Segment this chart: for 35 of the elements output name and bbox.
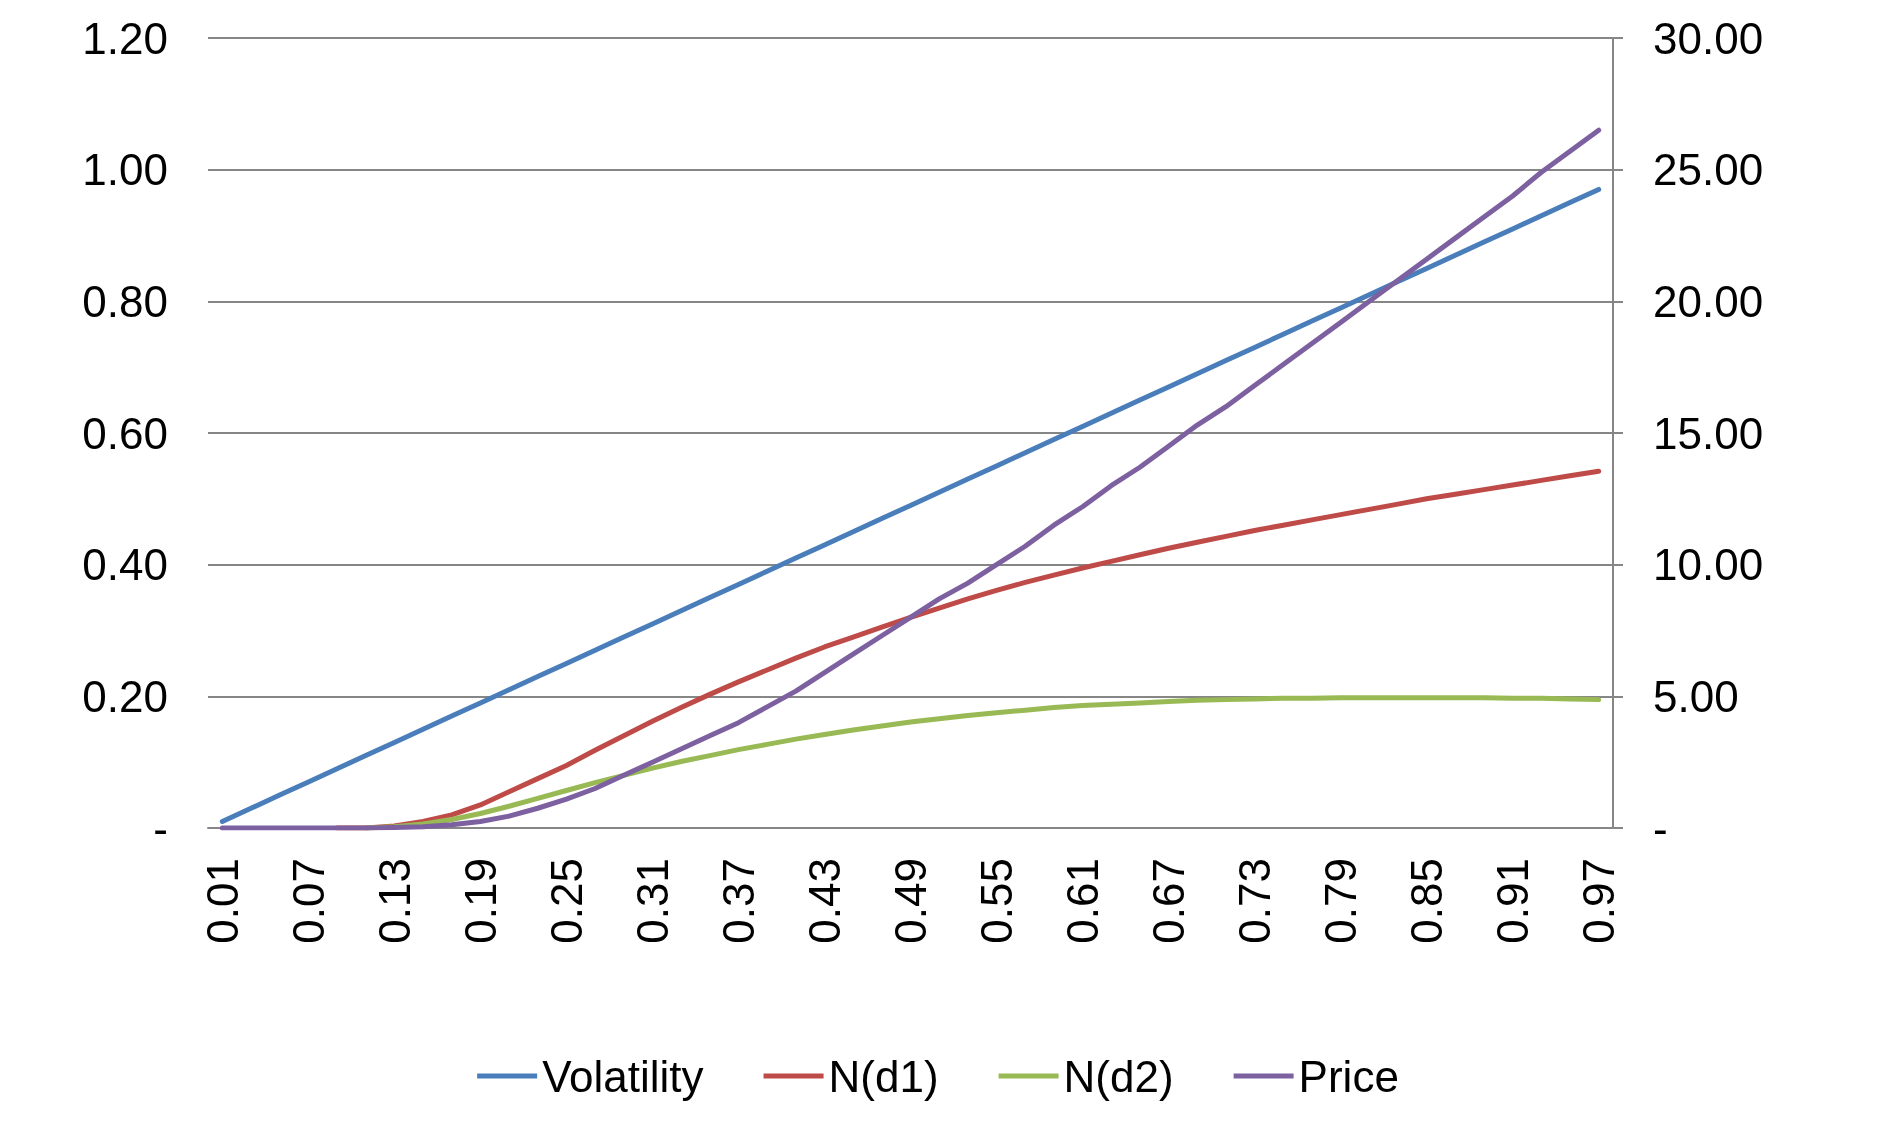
legend-label: Volatility xyxy=(542,1051,704,1101)
x-tick-label: 0.01 xyxy=(197,858,247,944)
y-tick-label: 0.60 xyxy=(82,408,168,458)
y2-tick-label: 10.00 xyxy=(1653,540,1764,590)
y-tick-label: - xyxy=(153,803,168,853)
x-tick-label: 0.61 xyxy=(1058,858,1108,944)
y-tick-label: 1.00 xyxy=(82,145,168,195)
y-tick-label: 0.80 xyxy=(82,276,168,326)
y2-tick-label: 15.00 xyxy=(1653,408,1764,458)
x-tick-label: 0.79 xyxy=(1316,858,1366,944)
y2-tick-label: 20.00 xyxy=(1653,276,1764,326)
y2-tick-label: 5.00 xyxy=(1653,671,1739,721)
x-tick-label: 0.91 xyxy=(1488,858,1538,944)
x-tick-label: 0.25 xyxy=(541,858,591,944)
legend-label: N(d2) xyxy=(1063,1051,1174,1101)
x-tick-label: 0.19 xyxy=(455,858,505,944)
y-tick-label: 0.40 xyxy=(82,540,168,590)
legend-label: Price xyxy=(1298,1051,1399,1101)
x-tick-label: 0.37 xyxy=(713,858,763,944)
x-tick-label: 0.07 xyxy=(283,858,333,944)
legend-label: N(d1) xyxy=(828,1051,939,1101)
y-tick-label: 0.20 xyxy=(82,671,168,721)
y-tick-label: 1.20 xyxy=(82,13,168,63)
x-tick-label: 0.31 xyxy=(627,858,677,944)
x-tick-label: 0.85 xyxy=(1402,858,1452,944)
x-tick-label: 0.73 xyxy=(1230,858,1280,944)
x-tick-label: 0.97 xyxy=(1574,858,1624,944)
x-tick-label: 0.55 xyxy=(972,858,1022,944)
x-tick-label: 0.13 xyxy=(369,858,419,944)
y2-tick-label: 30.00 xyxy=(1653,13,1764,63)
x-tick-label: 0.49 xyxy=(886,858,935,944)
x-tick-label: 0.67 xyxy=(1144,858,1194,944)
y2-tick-label: - xyxy=(1653,803,1668,853)
x-tick-label: 0.43 xyxy=(799,858,849,944)
y2-tick-label: 25.00 xyxy=(1653,145,1764,195)
